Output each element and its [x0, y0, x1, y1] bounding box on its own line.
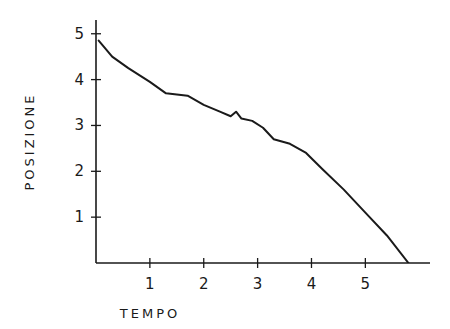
x-axis-title: TEMPO — [119, 306, 180, 321]
x-tick — [257, 258, 258, 268]
x-tick-label: 4 — [307, 275, 317, 293]
x-axis — [96, 262, 430, 264]
x-tick — [203, 258, 204, 268]
y-tick-label: 3 — [74, 116, 84, 134]
x-tick-label: 2 — [199, 275, 209, 293]
x-tick-label: 1 — [145, 275, 155, 293]
x-tick-label: 3 — [253, 275, 263, 293]
position-line — [99, 41, 409, 263]
y-tick — [91, 217, 101, 218]
y-tick — [91, 171, 101, 172]
y-axis — [95, 20, 97, 263]
x-tick-label: 5 — [361, 275, 371, 293]
y-tick-label: 2 — [74, 162, 84, 180]
y-tick — [91, 79, 101, 80]
chart: 1 2 3 4 5 1 2 3 4 5 TEMPO POSIZIONE — [0, 0, 450, 329]
y-tick-label: 4 — [74, 71, 84, 89]
plot-area — [99, 41, 409, 263]
y-tick — [91, 33, 101, 34]
x-tick — [365, 258, 366, 268]
y-tick — [91, 125, 101, 126]
y-tick-label: 5 — [74, 25, 84, 43]
x-tick — [311, 258, 312, 268]
y-axis-title: POSIZIONE — [22, 92, 37, 190]
x-tick — [149, 258, 150, 268]
y-tick-label: 1 — [74, 208, 84, 226]
